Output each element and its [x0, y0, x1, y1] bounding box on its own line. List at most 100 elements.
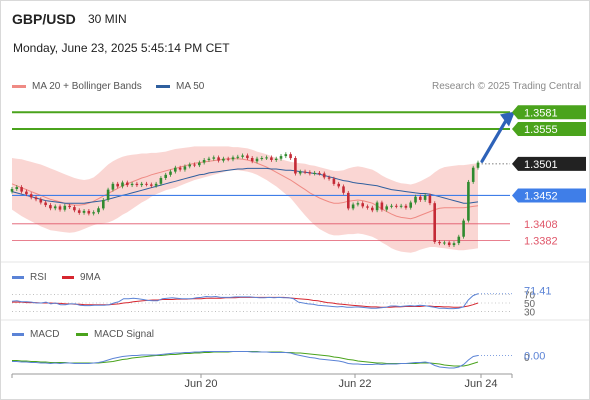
candle-body [226, 158, 230, 160]
legend-rsi: RSI [12, 272, 47, 283]
level-label: 1.3452 [524, 190, 558, 202]
candle-body [135, 183, 139, 186]
candle-body [20, 187, 23, 192]
candle-body [452, 243, 456, 246]
candle-body [241, 155, 244, 157]
timeframe-label: 30 MIN [88, 12, 127, 26]
candle-body [25, 191, 28, 195]
candle-body [255, 158, 259, 162]
symbol-title: GBP/USD [12, 11, 76, 27]
candle-body [236, 156, 240, 158]
candle-body [265, 157, 268, 159]
candle-body [58, 206, 62, 210]
candle-body [246, 155, 249, 159]
level-label: 1.3581 [524, 107, 558, 119]
datetime-label: Monday, June 23, 2025 5:45:14 PM CET [13, 41, 230, 55]
macd-last-label: 0.00 [524, 351, 545, 363]
level-tag-bg [512, 122, 586, 137]
candle-body [106, 189, 110, 200]
rsi-tick-label: 30 [524, 308, 536, 319]
candle-body [270, 157, 273, 160]
candle-body [202, 160, 206, 163]
candle-body [294, 158, 297, 174]
rsi-last-label: 71.41 [524, 286, 552, 298]
candle-body [375, 202, 379, 211]
rsi-line [11, 293, 479, 310]
candle-body [121, 182, 124, 187]
candle-body [15, 187, 19, 189]
candle-body [318, 172, 321, 174]
candle-body [77, 210, 81, 213]
candle-body [342, 186, 345, 193]
candle-body [159, 178, 163, 184]
candle-body [174, 167, 177, 172]
candle-body [260, 158, 264, 159]
candle-body [87, 210, 91, 214]
candle-body [154, 183, 158, 186]
candle-body [68, 205, 71, 208]
candle-body [188, 164, 191, 167]
candle-body [366, 206, 369, 208]
candle-body [116, 183, 119, 187]
candle-body [164, 174, 167, 178]
level-tag-bg [512, 105, 586, 120]
legend-rsi-9ma: 9MA [62, 272, 101, 283]
legend-macd-signal: MACD Signal [76, 329, 154, 340]
candle-body [467, 181, 470, 221]
candle-body [97, 208, 100, 213]
candle-body [29, 194, 33, 198]
candle-body [145, 183, 148, 185]
x-tick-label: Jun 24 [464, 378, 497, 390]
level-tag: 1.3501 [512, 156, 586, 171]
legend-label: MACD Signal [94, 329, 155, 340]
candle-body [322, 173, 326, 178]
ma50-line [11, 167, 479, 204]
candle-body [222, 158, 225, 161]
candle-body [231, 157, 235, 160]
candle-body [351, 204, 355, 209]
candle-body [169, 171, 172, 175]
candle-body [73, 207, 76, 211]
candle-body [102, 200, 105, 209]
candle-body [92, 212, 95, 214]
candle-body [217, 157, 220, 161]
legend-label: MACD [30, 329, 60, 340]
candle-body [443, 242, 446, 244]
candle-body [395, 205, 398, 207]
candle-body [34, 197, 38, 200]
legend-label: 9MA [80, 272, 101, 283]
candle-body [385, 206, 388, 210]
candle-body [399, 205, 403, 207]
candle-body [447, 242, 451, 246]
legend-label: MA 20 + Bollinger Bands [32, 81, 142, 92]
level-label: 1.3408 [524, 219, 558, 231]
candle-body [44, 202, 47, 206]
rsi-tick-label: 70 [524, 290, 536, 301]
candle-body [183, 166, 187, 170]
candle-body [150, 184, 153, 186]
candle-body [49, 205, 52, 209]
credit-text: Research © 2025 Trading Central [432, 81, 582, 92]
candle-body [63, 205, 67, 210]
legend-swatch [12, 84, 26, 88]
candle-body [250, 158, 254, 162]
legend-macd: MACD [12, 329, 59, 340]
candle-body [289, 154, 292, 159]
candle-body [284, 154, 288, 157]
candle-body [423, 195, 427, 200]
x-tick-label: Jun 20 [184, 378, 217, 390]
candle-body [82, 210, 86, 213]
candle-body [274, 158, 278, 160]
level-label: 1.3501 [524, 159, 558, 171]
candle-body [298, 171, 302, 174]
candle-body [404, 205, 408, 208]
level-label: 1.3555 [524, 124, 558, 136]
candle-body [178, 167, 182, 170]
candle-body [347, 192, 350, 209]
candle-body [356, 203, 360, 205]
candle-body [371, 207, 374, 211]
candle-body [207, 158, 211, 160]
candle-body [476, 162, 480, 168]
legend-ma50: MA 50 [156, 81, 204, 92]
